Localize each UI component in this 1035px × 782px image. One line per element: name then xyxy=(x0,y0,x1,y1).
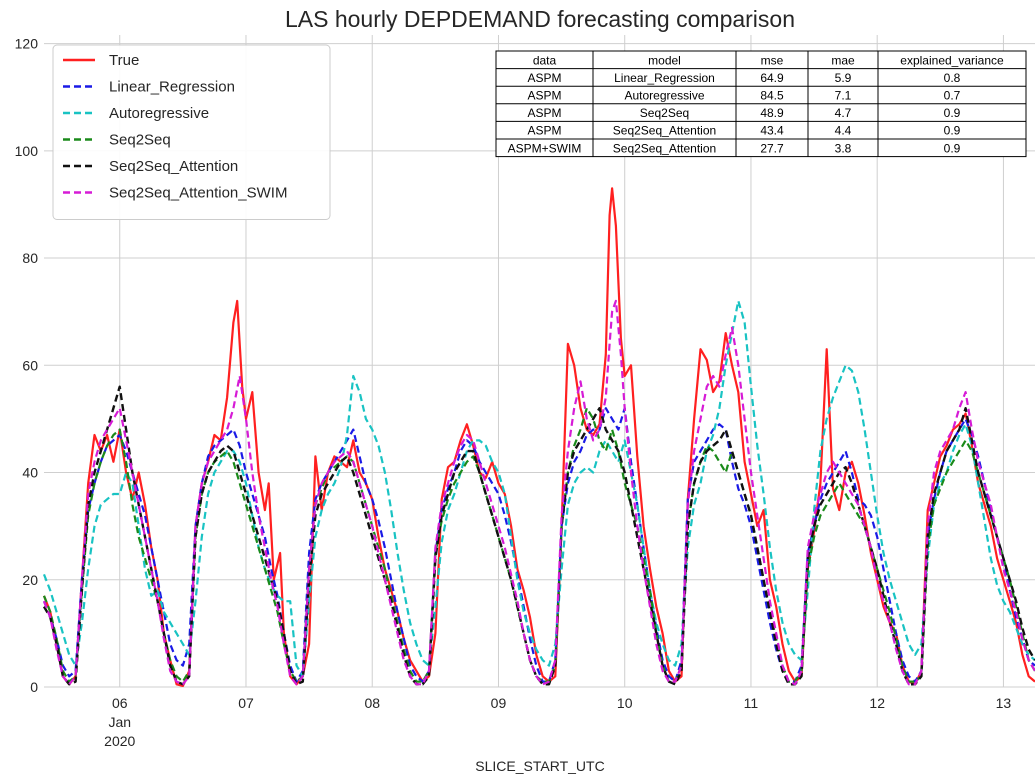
table-cell: 0.9 xyxy=(944,141,961,155)
table-cell: ASPM xyxy=(527,89,561,103)
series-line-linear-regression xyxy=(42,407,1035,683)
x-axis-label: SLICE_START_UTC xyxy=(475,758,604,774)
x-tick-year-label: 2020 xyxy=(104,733,135,749)
y-tick-label: 80 xyxy=(22,250,38,266)
x-tick-label: 13 xyxy=(996,695,1012,711)
table-cell: 0.7 xyxy=(944,89,961,103)
legend-label: Seq2Seq_Attention_SWIM xyxy=(109,185,287,202)
table-cell: 0.8 xyxy=(944,71,961,85)
table-header-cell: mae xyxy=(831,53,855,67)
table-cell: ASPM xyxy=(527,71,561,85)
table-cell: Autoregressive xyxy=(624,89,704,103)
table-cell: Seq2Seq_Attention xyxy=(613,141,716,155)
chart-title: LAS hourly DEPDEMAND forecasting compari… xyxy=(285,6,795,32)
table-header-cell: explained_variance xyxy=(900,53,1004,67)
table-cell: 0.9 xyxy=(944,106,961,120)
table-cell: 3.8 xyxy=(835,141,852,155)
series-line-true xyxy=(42,187,1035,687)
legend-label: Autoregressive xyxy=(109,105,209,122)
table-cell: Linear_Regression xyxy=(614,71,715,85)
x-tick-label: 12 xyxy=(869,695,885,711)
x-tick-label: 06 xyxy=(112,695,128,711)
table-cell: 43.4 xyxy=(760,124,784,138)
table-cell: ASPM xyxy=(527,106,561,120)
series-lines xyxy=(42,187,1035,687)
table-header-cell: data xyxy=(533,53,557,67)
table-cell: 0.9 xyxy=(944,124,961,138)
table-header-cell: mse xyxy=(761,53,784,67)
table-cell: 27.7 xyxy=(760,141,784,155)
legend-label: True xyxy=(109,52,139,69)
table-cell: 5.9 xyxy=(835,71,852,85)
y-tick-label: 60 xyxy=(22,357,38,373)
axes: 0 20 40 60 80 100 120 06 Jan 2020 07 08 09 10 11 12 13 xyxy=(15,36,1012,749)
legend-label: Seq2Seq_Attention xyxy=(109,158,238,175)
x-tick-label: 08 xyxy=(364,695,380,711)
x-tick-label: 11 xyxy=(744,695,759,711)
table-header-cell: model xyxy=(648,53,681,67)
y-tick-label: 120 xyxy=(15,36,39,52)
metrics-table: data model mse mae explained_variance ASPM Lin… xyxy=(495,50,1027,158)
x-tick-label: 07 xyxy=(238,695,254,711)
table-cell: ASPM+SWIM xyxy=(508,141,582,155)
x-tick-label: 09 xyxy=(491,695,507,711)
table-cell: 4.7 xyxy=(835,106,852,120)
table-cell: Seq2Seq_Attention xyxy=(613,124,716,138)
table-cell: 48.9 xyxy=(760,106,784,120)
x-tick-month-label: Jan xyxy=(108,714,131,730)
series-line-seq2seq-attention-swim xyxy=(42,299,1035,686)
table-cell: ASPM xyxy=(527,124,561,138)
y-tick-label: 100 xyxy=(15,143,39,159)
legend-label: Seq2Seq xyxy=(109,132,171,149)
series-line-autoregressive xyxy=(42,299,1035,678)
legend: True Linear_Regression Autoregressive Seq2S… xyxy=(52,44,331,220)
x-tick-label: 10 xyxy=(617,695,633,711)
y-tick-label: 40 xyxy=(22,465,38,481)
table-cell: 7.1 xyxy=(835,89,852,103)
table-cell: Seq2Seq xyxy=(640,106,689,120)
y-tick-label: 20 xyxy=(22,572,38,588)
table-cell: 4.4 xyxy=(835,124,852,138)
table-cell: 64.9 xyxy=(760,71,784,85)
y-tick-label: 0 xyxy=(30,679,38,695)
legend-label: Linear_Regression xyxy=(109,79,235,96)
table-cell: 84.5 xyxy=(760,89,784,103)
legend-box xyxy=(52,44,331,220)
